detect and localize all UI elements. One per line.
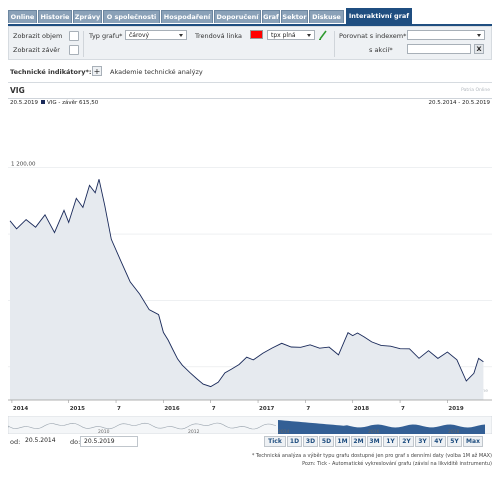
range-button-2y[interactable]: 2Y	[399, 436, 414, 447]
x-tick-label: 7	[212, 406, 216, 412]
tab-interaktivní-graf[interactable]: Interaktivní graf	[346, 8, 412, 24]
navigator-tick-label: 2018	[448, 429, 460, 434]
divider	[83, 31, 84, 57]
compare-index-select[interactable]	[407, 30, 485, 40]
tab-sektor[interactable]: Sektor	[281, 10, 308, 23]
navigator-history-line	[8, 422, 277, 430]
show-close-label: Zobrazit závěr	[13, 46, 60, 54]
watermark: Patria Online	[461, 88, 490, 93]
divider	[8, 82, 492, 83]
chart-type-label: Typ grafu*	[89, 32, 123, 40]
chart-area: VIG Patria Online 20.5.2019 VIG - závěr 6…	[8, 86, 492, 416]
range-button-1y[interactable]: 1Y	[383, 436, 398, 447]
chevron-down-icon	[307, 34, 311, 37]
chart-controls-panel: Zobrazit objem Zobrazit závěr Typ grafu*…	[8, 26, 492, 60]
range-button-4y[interactable]: 4Y	[431, 436, 446, 447]
add-indicator-button[interactable]: +	[92, 66, 102, 76]
chart-type-value: čárový	[129, 32, 150, 39]
navigator-tick-label: 2010	[98, 429, 110, 434]
trend-color-swatch[interactable]	[250, 30, 263, 39]
tab-graf[interactable]: Graf	[262, 10, 280, 23]
chart-info-left: 20.5.2019 VIG - závěr 615,50	[10, 99, 98, 108]
technical-indicators-label: Technické indikátory*:	[10, 68, 92, 76]
compare-stock-label: s akcií*	[369, 46, 393, 54]
range-button-2m[interactable]: 2M	[351, 436, 366, 447]
range-button-3d[interactable]: 3D	[303, 436, 318, 447]
range-button-5d[interactable]: 5D	[319, 436, 334, 447]
chart-type-select[interactable]: čárový	[125, 30, 187, 40]
navigator-tick-label: 2014	[278, 429, 290, 434]
x-tick-label: 2018	[354, 406, 369, 412]
chevron-down-icon	[179, 34, 183, 37]
x-tick-label: 2019	[448, 406, 463, 412]
x-tick-label: 2015	[70, 406, 85, 412]
compare-stock-input[interactable]	[407, 44, 471, 54]
technical-indicators-row: Technické indikátory*: + Akademie techni…	[8, 66, 492, 80]
tab-hospodaření[interactable]: Hospodaření	[161, 10, 213, 23]
tab-zprávy[interactable]: Zprávy	[73, 10, 102, 23]
from-date-input[interactable]: 20.5.2014	[22, 436, 68, 447]
tab-online[interactable]: Online	[8, 10, 37, 23]
to-date-input[interactable]: 20.5.2019	[80, 436, 138, 447]
academy-link[interactable]: Akademie technické analýzy	[110, 68, 203, 76]
range-button-3y[interactable]: 3Y	[415, 436, 430, 447]
trend-line-label: Trendová linka	[195, 32, 243, 40]
show-volume-checkbox[interactable]	[69, 31, 79, 41]
tab-historie[interactable]: Historie	[38, 10, 72, 23]
note-tick: Pozn: Tick - Automatické vykreslování gr…	[302, 461, 492, 467]
compare-index-label: Porovnat s indexem*	[339, 32, 407, 40]
date-range-bar: od: 20.5.2014 do: 20.5.2019 Tick 1D 3D 5D 1M…	[8, 436, 492, 450]
info-date: 20.5.2019	[10, 100, 38, 106]
range-button-tick[interactable]: Tick	[264, 436, 286, 447]
chevron-down-icon	[477, 34, 481, 37]
trend-style-value: tpx plná	[271, 32, 296, 39]
divider	[334, 31, 335, 57]
y-tick-label: 1 200,00	[11, 162, 36, 168]
range-button-3m[interactable]: 3M	[367, 436, 382, 447]
tab-diskuse[interactable]: Diskuse	[309, 10, 344, 23]
to-label: do:	[70, 438, 81, 446]
x-tick-label: 2016	[164, 406, 179, 412]
tab-doporučení[interactable]: Doporučení	[214, 10, 261, 23]
info-range: 20.5.2014 - 20.5.2019	[428, 100, 490, 106]
x-tick-label: 2014	[13, 406, 28, 412]
info-series: VIG - závěr 615,50	[47, 100, 99, 106]
x-tick-label: 2017	[259, 406, 274, 412]
series-swatch	[41, 100, 45, 104]
navigator-selected-range[interactable]	[278, 420, 485, 434]
tab-o-společnosti[interactable]: O společnosti	[103, 10, 160, 23]
price-chart[interactable]: Patria Online1 200,001 000,00800,00600,0…	[8, 108, 492, 416]
range-navigator[interactable]: 2010 2012 2014 2016 2018	[8, 416, 492, 434]
range-button-1m[interactable]: 1M	[335, 436, 350, 447]
pencil-icon[interactable]	[318, 29, 328, 40]
clear-compare-button[interactable]: X	[474, 44, 484, 54]
navigator-tick-label: 2016	[368, 429, 380, 434]
series-line-vig	[9, 179, 484, 388]
navigator-tick-label: 2012	[188, 429, 200, 434]
x-tick-label: 7	[117, 406, 121, 412]
chart-title: VIG	[10, 86, 25, 95]
range-button-1d[interactable]: 1D	[287, 436, 302, 447]
show-volume-label: Zobrazit objem	[13, 32, 63, 40]
show-close-checkbox[interactable]	[69, 45, 79, 55]
trend-style-select[interactable]: tpx plná	[267, 30, 315, 40]
series-area	[10, 179, 484, 400]
x-tick-label: 7	[306, 406, 310, 412]
range-button-max[interactable]: Max	[463, 436, 483, 447]
from-label: od:	[10, 438, 21, 446]
tab-bar: Online Historie Zprávy O společnosti Hospoda…	[8, 8, 492, 26]
range-button-5y[interactable]: 5Y	[447, 436, 462, 447]
x-tick-label: 7	[401, 406, 405, 412]
note-technical: * Technická analýza a výběr typu grafu d…	[251, 453, 492, 459]
